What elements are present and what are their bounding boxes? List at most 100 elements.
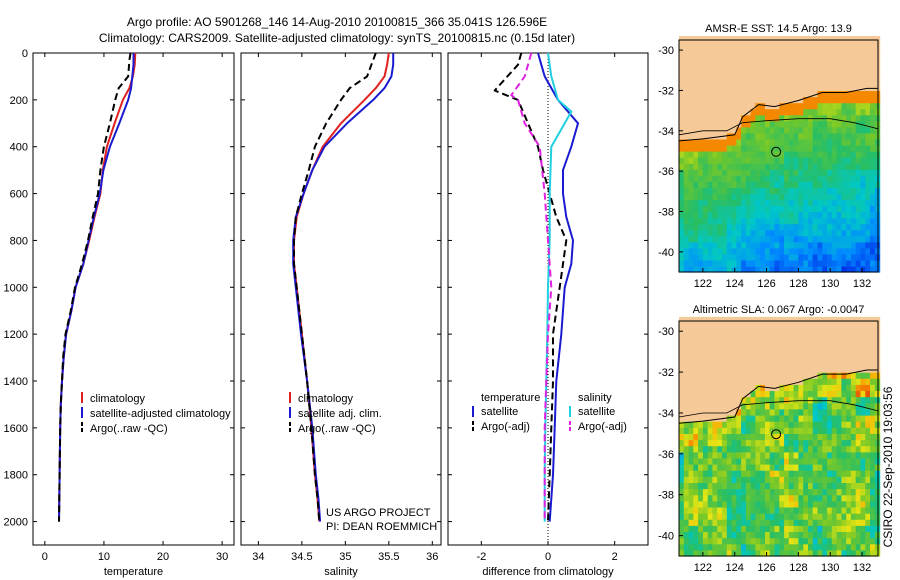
map-cell (717, 48, 723, 55)
map-cell (745, 341, 752, 349)
map-cell (784, 108, 790, 116)
map-cell (745, 205, 752, 213)
map-cell (793, 60, 799, 67)
map-cell (698, 470, 704, 477)
map-cell (722, 396, 728, 404)
map-cell (841, 235, 847, 243)
map-cell (779, 84, 785, 92)
lat-tick-label: -40 (658, 247, 674, 259)
map-cell (745, 132, 752, 140)
map-cell (836, 359, 842, 367)
map-cell (798, 205, 804, 213)
map-cell (745, 439, 752, 447)
map-cell (750, 488, 756, 496)
map-cell (760, 347, 766, 355)
map-cell (855, 316, 862, 324)
map-cell (850, 259, 857, 267)
map-cell (865, 494, 871, 502)
map-cell (817, 494, 823, 502)
map-cell (798, 519, 804, 526)
map-cell (784, 138, 790, 146)
map-cell (726, 253, 733, 261)
map-cell (850, 120, 857, 128)
map-cell (779, 138, 785, 146)
depth-tick-label: 2000 (4, 517, 28, 529)
map-cell (812, 126, 819, 134)
map-cell (784, 187, 790, 194)
map-cell (741, 132, 747, 140)
map-cell (707, 175, 714, 182)
map-cell (722, 72, 728, 79)
map-cell (688, 48, 694, 55)
map-cell (698, 329, 704, 336)
map-cell (784, 54, 790, 61)
map-cell (707, 72, 714, 79)
map-cell (831, 235, 838, 243)
map-cell (803, 316, 809, 324)
map-cell (836, 157, 842, 164)
map-cell (731, 60, 737, 67)
map-cell (731, 253, 737, 261)
map-cell (755, 247, 761, 255)
map-cell (755, 507, 761, 514)
map-cell (860, 36, 866, 43)
map-cell (726, 217, 733, 225)
map-cell (702, 470, 709, 477)
map-cell (841, 353, 847, 361)
map-cell (774, 433, 780, 441)
map-cell (755, 138, 761, 146)
map-cell (836, 439, 842, 447)
map-cell (808, 488, 814, 496)
map-cell (803, 72, 809, 79)
map-cell (736, 531, 742, 539)
map-cell (836, 464, 842, 471)
map-cell (755, 42, 761, 49)
map-cell (812, 120, 819, 128)
map-cell (817, 36, 823, 43)
map-cell (808, 335, 814, 342)
map-cell (702, 217, 709, 225)
map-cell (717, 175, 723, 182)
map-cell (722, 48, 728, 55)
map-cell (831, 335, 838, 342)
map-cell (736, 235, 742, 243)
map-cell (865, 378, 871, 385)
map-cell (765, 247, 771, 255)
map-cell (750, 451, 756, 459)
map-cell (841, 500, 847, 508)
map-cell (827, 181, 833, 188)
map-cell (693, 347, 699, 355)
map-cell (860, 229, 866, 237)
map-cell (722, 199, 728, 207)
map-cell (712, 90, 718, 98)
map-cell (817, 187, 823, 194)
map-cell (817, 169, 823, 176)
map-cell (726, 415, 733, 422)
map-cell (793, 323, 799, 330)
map-cell (688, 457, 694, 465)
map-cell (755, 341, 761, 349)
map-cell (745, 102, 752, 110)
map-cell (860, 451, 866, 459)
map-cell (870, 187, 876, 194)
map-cell (855, 451, 862, 459)
map-cell (817, 66, 823, 73)
map-cell (860, 500, 866, 508)
map-cell (812, 378, 819, 385)
map-cell (688, 470, 694, 477)
map-cell (774, 241, 780, 249)
map-cell (765, 323, 771, 330)
map-cell (793, 507, 799, 514)
map-cell (846, 253, 852, 261)
map-cell (803, 415, 809, 422)
map-cell (698, 507, 704, 514)
map-cell (788, 144, 795, 152)
map-cell (736, 241, 742, 249)
map-cell (798, 144, 804, 152)
map-cell (688, 241, 694, 249)
map-cell (841, 96, 847, 104)
map-cell (712, 96, 718, 104)
map-cell (736, 217, 742, 225)
map-cell (722, 259, 728, 267)
